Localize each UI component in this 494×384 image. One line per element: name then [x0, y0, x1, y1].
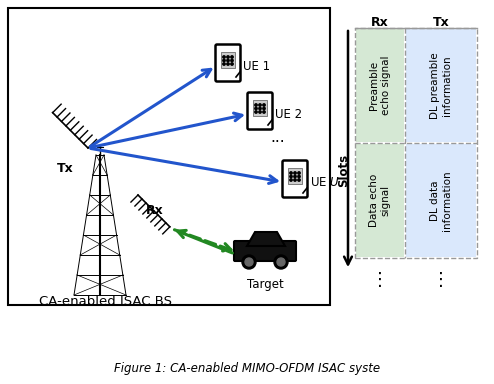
Circle shape	[223, 59, 225, 62]
Circle shape	[245, 258, 253, 266]
Circle shape	[298, 179, 300, 181]
FancyBboxPatch shape	[283, 161, 307, 197]
Circle shape	[263, 104, 265, 106]
Bar	[356, 144, 404, 257]
Circle shape	[263, 111, 265, 113]
Text: Rx: Rx	[146, 204, 164, 217]
FancyBboxPatch shape	[234, 241, 296, 261]
Text: DL data
information: DL data information	[430, 170, 452, 231]
Bar	[288, 168, 302, 184]
Bar	[221, 52, 235, 68]
Circle shape	[255, 104, 257, 106]
Text: ⋮: ⋮	[371, 271, 389, 289]
Text: DL preamble
information: DL preamble information	[430, 52, 452, 119]
Circle shape	[227, 56, 229, 58]
Circle shape	[290, 175, 292, 178]
Polygon shape	[247, 232, 285, 246]
Circle shape	[298, 175, 300, 178]
Text: Preamble
echo signal: Preamble echo signal	[369, 56, 391, 115]
Text: Target: Target	[247, 278, 284, 291]
Circle shape	[294, 179, 296, 181]
Text: CA-enabled ISAC BS: CA-enabled ISAC BS	[39, 295, 171, 308]
Circle shape	[294, 175, 296, 178]
Text: Data echo
signal: Data echo signal	[369, 174, 391, 227]
Text: ...: ...	[271, 131, 286, 146]
Text: UE 1: UE 1	[243, 60, 270, 73]
Circle shape	[231, 63, 233, 65]
Bar	[355, 28, 477, 258]
Circle shape	[231, 56, 233, 58]
Bar	[356, 29, 404, 142]
Circle shape	[263, 107, 265, 110]
Text: Slots: Slots	[337, 154, 351, 187]
Circle shape	[227, 63, 229, 65]
Circle shape	[259, 104, 261, 106]
Circle shape	[242, 255, 256, 269]
Bar	[8, 8, 330, 305]
Circle shape	[277, 258, 285, 266]
Text: Rx: Rx	[371, 17, 389, 30]
Text: Figure 1: CA-enabled MIMO-OFDM ISAC syste: Figure 1: CA-enabled MIMO-OFDM ISAC syst…	[114, 362, 380, 375]
Circle shape	[231, 59, 233, 62]
FancyBboxPatch shape	[215, 45, 241, 81]
Circle shape	[223, 63, 225, 65]
Text: UE 2: UE 2	[275, 108, 302, 121]
Circle shape	[298, 172, 300, 174]
Text: UE $\mathit{U}$: UE $\mathit{U}$	[310, 175, 340, 189]
Bar	[253, 100, 267, 116]
Circle shape	[227, 59, 229, 62]
Bar	[406, 144, 476, 257]
Circle shape	[259, 111, 261, 113]
FancyBboxPatch shape	[247, 93, 273, 129]
Circle shape	[259, 107, 261, 110]
Text: ⋮: ⋮	[432, 271, 450, 289]
Circle shape	[255, 107, 257, 110]
Circle shape	[294, 172, 296, 174]
Circle shape	[255, 111, 257, 113]
Circle shape	[290, 179, 292, 181]
Circle shape	[223, 56, 225, 58]
Text: Tx: Tx	[433, 17, 450, 30]
Circle shape	[274, 255, 288, 269]
Text: Tx: Tx	[57, 162, 74, 174]
Bar	[406, 29, 476, 142]
Circle shape	[290, 172, 292, 174]
